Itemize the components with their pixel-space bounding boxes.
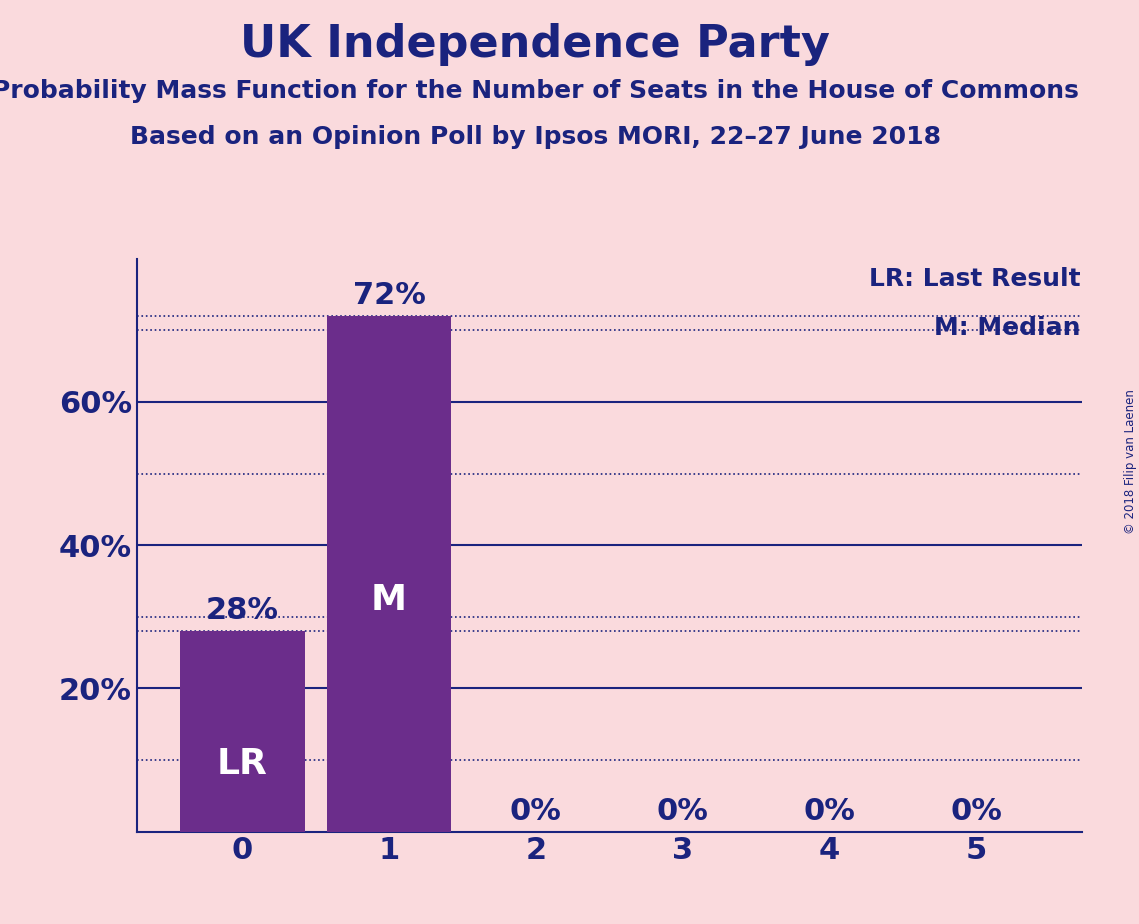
Text: Based on an Opinion Poll by Ipsos MORI, 22–27 June 2018: Based on an Opinion Poll by Ipsos MORI, …	[130, 125, 941, 149]
Text: © 2018 Filip van Laenen: © 2018 Filip van Laenen	[1124, 390, 1137, 534]
Text: LR: LR	[216, 748, 268, 782]
Text: M: M	[371, 583, 407, 616]
Text: 0%: 0%	[510, 796, 562, 826]
Text: LR: Last Result: LR: Last Result	[869, 267, 1080, 291]
Text: 0%: 0%	[804, 796, 855, 826]
Text: 72%: 72%	[353, 281, 426, 310]
Text: M: Median: M: Median	[934, 316, 1080, 340]
Bar	[327, 316, 451, 832]
Text: 0%: 0%	[951, 796, 1002, 826]
Bar	[180, 631, 304, 832]
Text: Probability Mass Function for the Number of Seats in the House of Commons: Probability Mass Function for the Number…	[0, 79, 1079, 103]
Text: 0%: 0%	[657, 796, 708, 826]
Text: 28%: 28%	[205, 596, 279, 626]
Text: UK Independence Party: UK Independence Party	[240, 23, 830, 67]
